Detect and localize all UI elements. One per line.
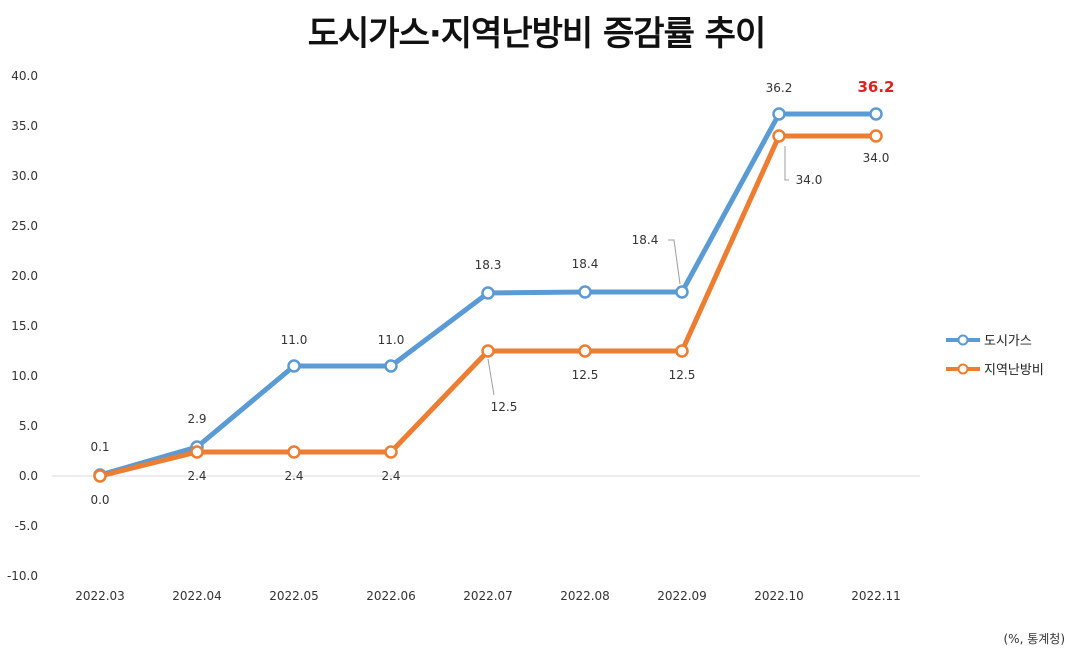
x-tick-label: 2022.10 xyxy=(754,589,804,603)
source-note: (%, 통계청) xyxy=(1003,632,1065,646)
y-tick-label: -5.0 xyxy=(15,519,38,533)
data-point-city-gas xyxy=(675,285,689,299)
y-tick-label: 20.0 xyxy=(11,269,38,283)
data-label-city-gas: 11.0 xyxy=(281,333,308,347)
legend-marker-district-heating xyxy=(957,363,969,375)
data-point-city-gas xyxy=(578,285,592,299)
x-tick-label: 2022.03 xyxy=(75,589,125,603)
x-tick-label: 2022.09 xyxy=(657,589,707,603)
data-point-district-heating xyxy=(869,129,883,143)
x-tick-label: 2022.04 xyxy=(172,589,222,603)
data-point-district-heating xyxy=(675,344,689,358)
data-point-district-heating xyxy=(190,445,204,459)
data-point-city-gas xyxy=(772,107,786,121)
data-label-district-heating: 2.4 xyxy=(381,469,400,483)
x-tick-label: 2022.05 xyxy=(269,589,319,603)
data-label-city-gas: 36.2 xyxy=(857,78,894,96)
y-tick-label: 0.0 xyxy=(19,469,38,483)
data-label-district-heating: 34.0 xyxy=(796,173,823,187)
data-label-district-heating: 12.5 xyxy=(491,400,518,414)
y-tick-label: -10.0 xyxy=(7,569,38,583)
data-label-city-gas: 36.2 xyxy=(766,81,793,95)
x-tick-label: 2022.06 xyxy=(366,589,416,603)
y-tick-label: 30.0 xyxy=(11,169,38,183)
y-tick-label: 35.0 xyxy=(11,119,38,133)
data-label-city-gas: 0.1 xyxy=(90,440,109,454)
data-point-city-gas xyxy=(287,359,301,373)
data-label-district-heating: 12.5 xyxy=(572,368,599,382)
x-tick-label: 2022.07 xyxy=(463,589,513,603)
x-tick-label: 2022.11 xyxy=(851,589,901,603)
legend-marker-city-gas xyxy=(957,334,969,346)
data-point-district-heating xyxy=(772,129,786,143)
data-label-city-gas: 18.3 xyxy=(475,258,502,272)
data-point-city-gas xyxy=(384,359,398,373)
y-tick-label: 5.0 xyxy=(19,419,38,433)
y-tick-label: 15.0 xyxy=(11,319,38,333)
leader-line xyxy=(784,146,789,181)
data-label-district-heating: 0.0 xyxy=(90,493,109,507)
data-point-district-heating xyxy=(93,469,107,483)
data-label-city-gas: 11.0 xyxy=(378,333,405,347)
data-label-city-gas: 18.4 xyxy=(632,233,659,247)
leader-line xyxy=(668,239,681,285)
data-point-district-heating xyxy=(481,344,495,358)
data-label-district-heating: 2.4 xyxy=(187,469,206,483)
data-point-district-heating xyxy=(287,445,301,459)
data-label-city-gas: 2.9 xyxy=(187,412,206,426)
data-label-district-heating: 34.0 xyxy=(863,151,890,165)
data-label-district-heating: 12.5 xyxy=(669,368,696,382)
leader-line xyxy=(487,358,495,396)
data-point-district-heating xyxy=(384,445,398,459)
data-point-district-heating xyxy=(578,344,592,358)
data-label-city-gas: 18.4 xyxy=(572,257,599,271)
data-label-district-heating: 2.4 xyxy=(284,469,303,483)
series-line-district-heating xyxy=(97,133,879,479)
y-tick-label: 10.0 xyxy=(11,369,38,383)
data-point-city-gas xyxy=(481,286,495,300)
x-tick-label: 2022.08 xyxy=(560,589,610,603)
legend-label-city-gas: 도시가스 xyxy=(984,334,1032,349)
y-tick-label: 25.0 xyxy=(11,219,38,233)
legend-label-district-heating: 지역난방비 xyxy=(984,363,1044,378)
chart-title: 도시가스·지역난방비 증감률 추이 xyxy=(307,14,767,54)
data-point-city-gas xyxy=(869,107,883,121)
y-tick-label: 40.0 xyxy=(11,69,38,83)
